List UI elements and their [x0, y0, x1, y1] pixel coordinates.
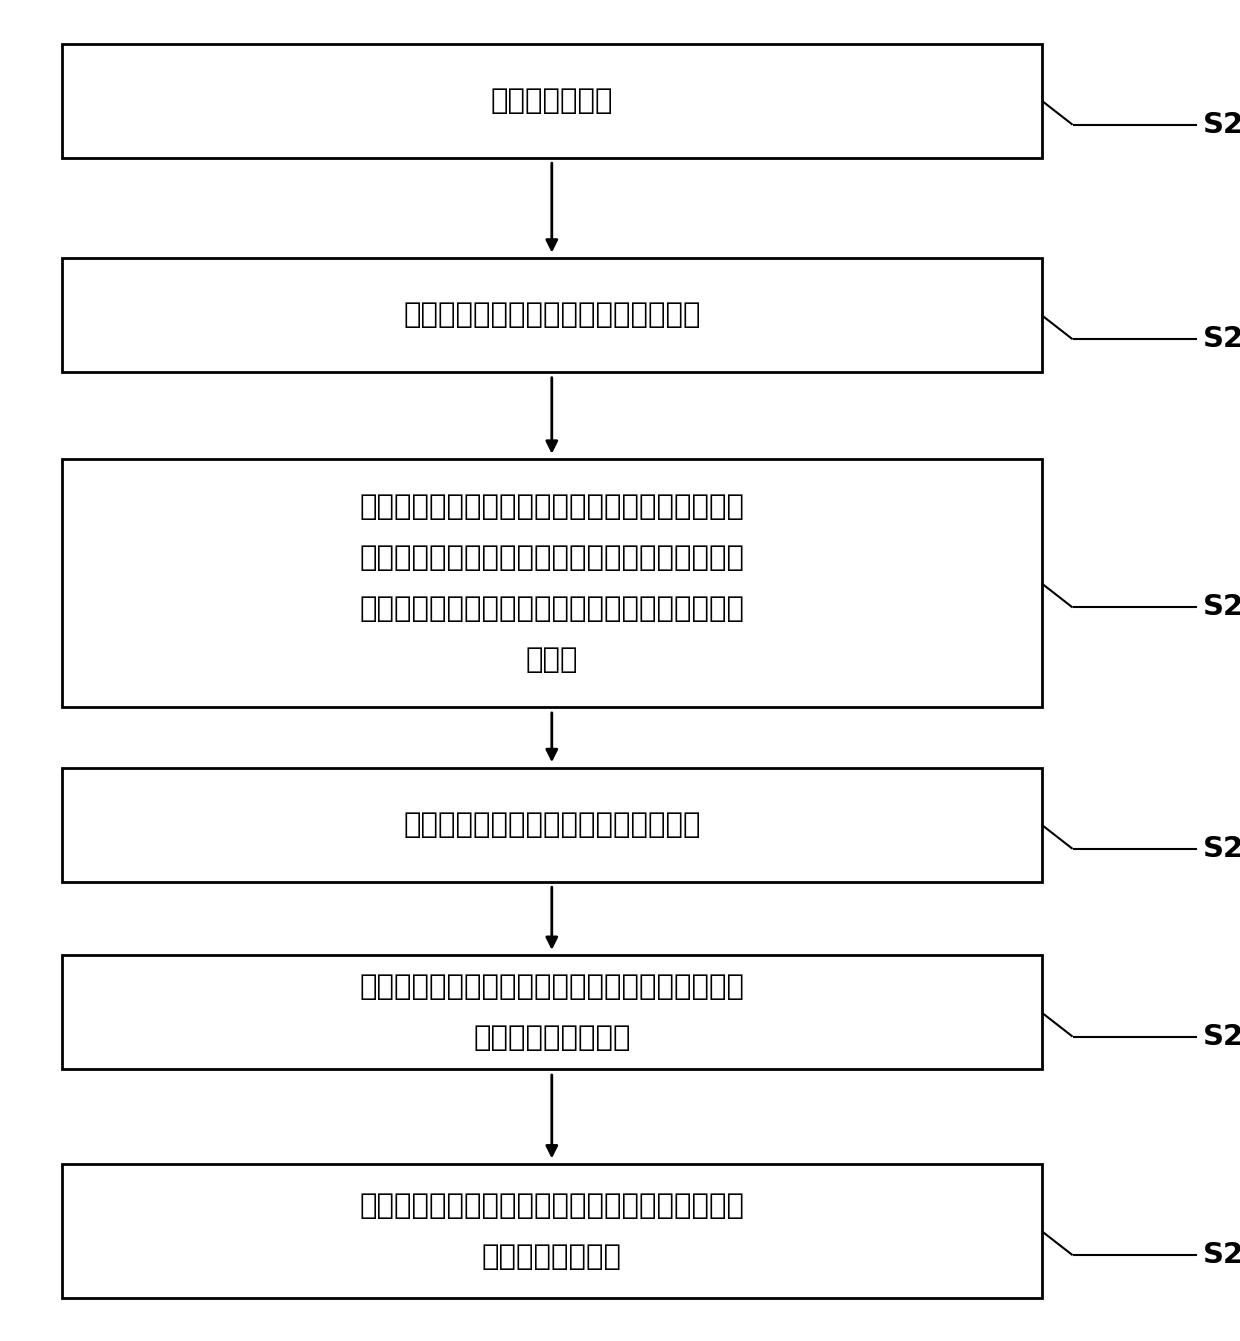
- FancyBboxPatch shape: [62, 1164, 1042, 1298]
- Text: S205: S205: [1203, 1023, 1240, 1050]
- Text: 将经过活化处理后的一片待键合晶圆与经过活化处: 将经过活化处理后的一片待键合晶圆与经过活化处: [360, 493, 744, 520]
- Text: S206: S206: [1203, 1242, 1240, 1269]
- Text: 对所述预键合的晶圆对进行缺失的检测: 对所述预键合的晶圆对进行缺失的检测: [403, 811, 701, 838]
- Text: 提供待键合晶圆: 提供待键合晶圆: [491, 87, 613, 114]
- Text: 的预键合晶圆对分离: 的预键合晶圆对分离: [472, 1025, 631, 1051]
- Text: 理后的另外至少一片待键合晶圆或者与未经过活化: 理后的另外至少一片待键合晶圆或者与未经过活化: [360, 544, 744, 571]
- FancyBboxPatch shape: [62, 955, 1042, 1070]
- FancyBboxPatch shape: [62, 767, 1042, 882]
- Text: 若所述预键合的晶圆对不存在缺失，则对所述预键: 若所述预键合的晶圆对不存在缺失，则对所述预键: [360, 1192, 744, 1219]
- FancyBboxPatch shape: [62, 44, 1042, 157]
- Text: S202: S202: [1203, 326, 1240, 353]
- Text: S203: S203: [1203, 594, 1240, 621]
- Text: 处理的另外至少一片待键合晶圆贴合，形成预键合: 处理的另外至少一片待键合晶圆贴合，形成预键合: [360, 595, 744, 622]
- Text: S201: S201: [1203, 111, 1240, 138]
- Text: 晶圆对: 晶圆对: [526, 646, 578, 673]
- Text: 对所述待键合晶圆的表面进行活化处理: 对所述待键合晶圆的表面进行活化处理: [403, 302, 701, 329]
- Text: S204: S204: [1203, 835, 1240, 862]
- FancyBboxPatch shape: [62, 459, 1042, 708]
- FancyBboxPatch shape: [62, 257, 1042, 371]
- Text: 合晶圆对进行退火: 合晶圆对进行退火: [482, 1243, 621, 1270]
- Text: 若所述预键合的晶圆对存在缺失，将所述存在缺失: 若所述预键合的晶圆对存在缺失，将所述存在缺失: [360, 974, 744, 1000]
